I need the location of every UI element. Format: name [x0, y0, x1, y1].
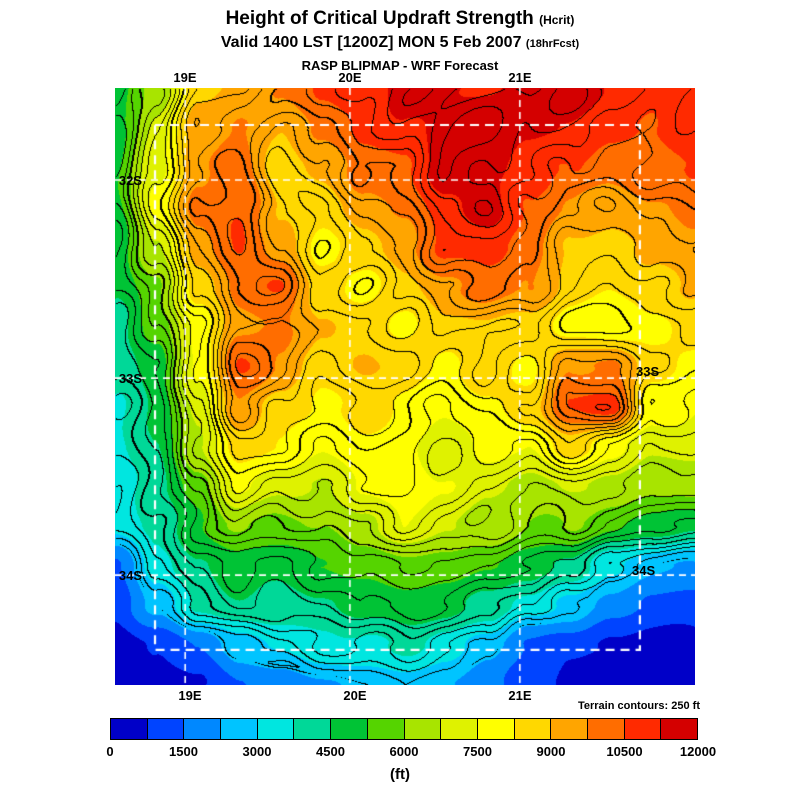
colorbar — [110, 718, 698, 740]
colorbar-segment — [147, 719, 185, 739]
colorbar-tick-label: 1500 — [169, 744, 198, 759]
colorbar-segment — [477, 719, 515, 739]
left-tick-34s: 34S — [118, 568, 142, 583]
hcrit-heatmap-canvas — [115, 88, 695, 685]
forecast-hour-suffix: (18hrFcst) — [525, 38, 580, 50]
left-tick-33s: 33S — [118, 371, 142, 386]
colorbar-tick-label: 12000 — [679, 744, 717, 759]
colorbar-tick-label: 9000 — [536, 744, 566, 759]
colorbar-labels: 0 1500 3000 4500 6000 7500 9000 10500 12000 — [106, 744, 716, 760]
colorbar-segment — [587, 719, 625, 739]
colorbar-segment — [624, 719, 662, 739]
colorbar-tick-label: 7500 — [463, 744, 492, 759]
valid-time-text: Valid 1400 LST [1200Z] MON 5 Feb 2007 — [220, 34, 522, 51]
colorbar-tick-label: 4500 — [316, 744, 345, 759]
colorbar-segment — [331, 719, 368, 739]
top-tick-21e: 21E — [508, 70, 532, 85]
colorbar-segment — [441, 719, 478, 739]
page-title-text: Height of Critical Updraft Strength — [225, 8, 534, 29]
model-subtitle: RASP BLIPMAP - WRF Forecast — [301, 58, 499, 73]
colorbar-tick-label: 6000 — [389, 744, 419, 759]
colorbar-segment — [221, 719, 258, 739]
colorbar-segment — [111, 719, 148, 739]
colorbar-segment — [404, 719, 442, 739]
bottom-tick-19e: 19E — [178, 688, 202, 703]
colorbar-segment — [367, 719, 405, 739]
colorbar-segment — [257, 719, 295, 739]
page-title-suffix: (Hcrit) — [539, 13, 575, 27]
colorbar-tick-label: 10500 — [606, 744, 643, 759]
right-tick-34s: 34S — [632, 563, 656, 578]
page-title: Height of Critical Updraft Strength (Hcr… — [0, 8, 800, 30]
left-tick-32s: 32S — [118, 173, 142, 188]
colorbar-segment — [184, 719, 222, 739]
colorbar-segment — [551, 719, 588, 739]
bottom-tick-20e: 20E — [343, 688, 367, 703]
map-plot — [115, 88, 695, 685]
valid-time-line: Valid 1400 LST [1200Z] MON 5 Feb 2007 (1… — [0, 34, 800, 52]
top-tick-20e: 20E — [338, 70, 362, 85]
colorbar-segment — [514, 719, 552, 739]
right-tick-33s: 33S — [636, 364, 660, 379]
colorbar-unit-label: (ft) — [390, 766, 410, 783]
colorbar-tick-label: 0 — [106, 744, 114, 759]
colorbar-tick-label: 3000 — [242, 744, 272, 759]
bottom-tick-21e: 21E — [508, 688, 532, 703]
colorbar-segment — [294, 719, 332, 739]
colorbar-segment — [661, 719, 697, 739]
top-tick-19e: 19E — [173, 70, 197, 85]
terrain-contour-note: Terrain contours: 250 ft — [577, 700, 700, 712]
